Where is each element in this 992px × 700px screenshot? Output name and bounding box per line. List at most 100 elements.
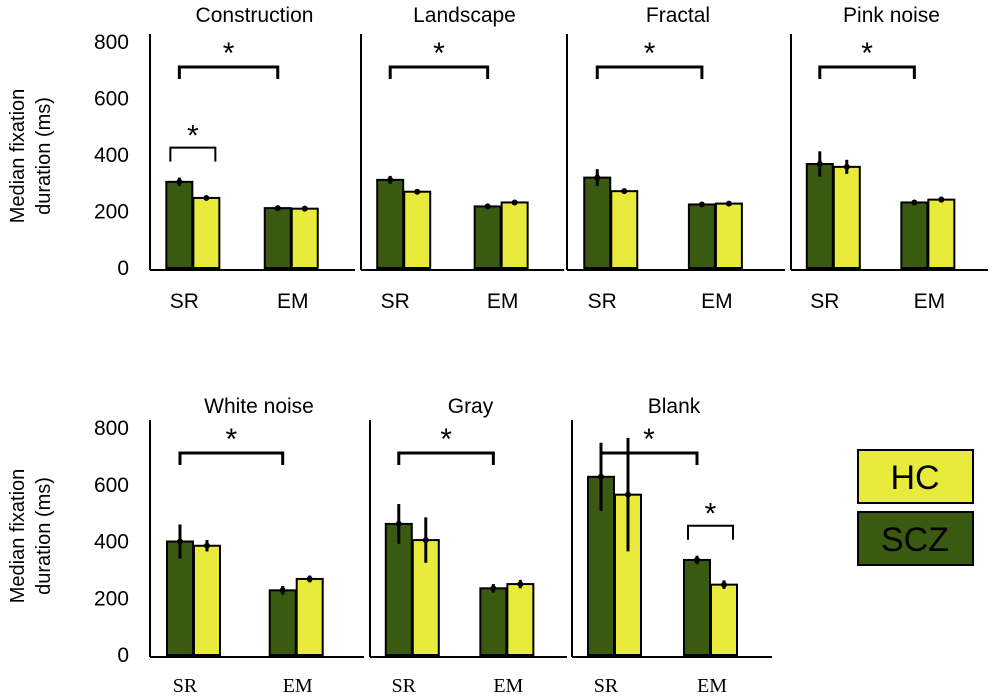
sig-star-sr-em: * <box>861 37 873 70</box>
mean-dot-hc <box>414 188 421 195</box>
bar-hc-em <box>714 202 743 269</box>
x-tick-label-em: EM <box>701 290 733 313</box>
legend: HC SCZ <box>857 449 974 566</box>
bar-hc-em <box>506 583 535 656</box>
mean-dot-hc <box>938 196 945 203</box>
legend-scz-label: SCZ <box>881 521 949 559</box>
x-tick-label-em: EM <box>277 290 309 313</box>
mean-dot-scz <box>598 473 604 480</box>
x-tick-label-em: EM <box>493 675 523 697</box>
panel-title: Construction <box>196 4 314 27</box>
y-axis-label-top: Median fixation duration (ms) <box>7 89 55 224</box>
sig-bracket-sr-em <box>178 451 285 465</box>
bar-scz-em <box>268 589 297 656</box>
x-tick-label-sr: SR <box>173 675 198 697</box>
y-tick-label: 0 <box>117 257 129 280</box>
mean-dot-hc <box>517 581 524 588</box>
panel-title: Fractal <box>646 4 710 27</box>
bar-scz-sr <box>805 163 834 269</box>
x-tick-label-sr: SR <box>170 290 199 313</box>
y-ticks-row-1: 800 600 400 200 0 <box>94 31 129 280</box>
panel-title: Pink noise <box>843 4 940 27</box>
mean-dot-hc <box>422 537 429 544</box>
mean-dot-scz <box>816 161 823 168</box>
bar-scz-em <box>687 203 716 269</box>
x-tick-label-sr: SR <box>594 675 619 697</box>
mean-dot-scz <box>274 205 281 212</box>
mean-dot-scz <box>694 556 700 563</box>
y-axis-label-top-line2: duration (ms) <box>33 97 55 215</box>
bar-scz-sr <box>376 178 405 269</box>
bar-hc-em <box>500 201 529 270</box>
bar-scz-em <box>473 205 502 269</box>
panel-title: Landscape <box>413 4 516 27</box>
panel-title: White noise <box>204 395 314 418</box>
sig-star-within-em: * <box>705 498 717 531</box>
y-ticks-row-2: 800 600 400 200 0 <box>94 417 129 667</box>
sig-bracket-within-sr <box>169 146 217 162</box>
mean-dot-scz <box>176 538 183 545</box>
sig-bracket-sr-em <box>595 65 704 79</box>
x-tick-label-em: EM <box>697 675 727 697</box>
mean-dot-scz <box>387 176 394 183</box>
bar-hc-em <box>927 198 956 269</box>
sig-star-sr-em: * <box>643 423 655 456</box>
sig-bracket-sr-em <box>818 65 916 79</box>
legend-hc-swatch <box>857 449 974 504</box>
panel-title: Blank <box>648 395 701 418</box>
sig-star-sr-em: * <box>223 37 235 70</box>
panel-pink-noise: Pink noise SR EM * <box>790 4 988 313</box>
mean-dot-scz <box>279 587 286 594</box>
mean-dot-hc <box>306 575 313 582</box>
mean-dot-hc <box>725 200 732 207</box>
y-axis-label-bottom: Median fixation duration (ms) <box>7 469 55 604</box>
legend-hc-label: HC <box>890 459 939 497</box>
x-tick-label-sr: SR <box>810 290 839 313</box>
y-tick-label: 600 <box>94 88 129 111</box>
mean-dot-scz <box>698 201 705 208</box>
x-tick-label-sr: SR <box>392 675 417 697</box>
bar-scz-em <box>900 201 929 270</box>
mean-dot-hc <box>203 194 210 201</box>
mean-dot-hc <box>721 581 727 588</box>
mean-dot-hc <box>511 199 518 206</box>
panel-fractal: Fractal SR EM * <box>566 4 785 313</box>
mean-dot-scz <box>484 203 491 210</box>
y-axis-label-bottom-line2: duration (ms) <box>33 477 55 595</box>
bar-scz-em <box>479 587 508 656</box>
y-tick-label: 200 <box>94 587 129 610</box>
sig-bracket-sr-em <box>177 65 280 79</box>
mean-dot-hc <box>301 205 308 212</box>
sig-star-sr-em: * <box>644 37 656 70</box>
chart-panels: 800 600 400 200 0 800 600 400 200 0 Construction SR… <box>94 4 988 697</box>
panel-blank: Blank SR EM * * <box>571 395 772 697</box>
y-tick-label: 800 <box>94 31 129 54</box>
bar-scz-sr <box>583 176 612 270</box>
bar-scz-em <box>683 558 711 656</box>
y-tick-label: 0 <box>117 644 129 667</box>
sig-bracket-sr-em <box>599 451 699 465</box>
mean-dot-scz <box>395 520 402 527</box>
y-tick-label: 400 <box>94 531 129 554</box>
sig-bracket-sr-em <box>388 65 490 79</box>
bar-scz-sr <box>165 180 194 269</box>
panel-white-noise: White noise SR EM * <box>149 395 364 697</box>
bar-hc-sr <box>192 544 221 656</box>
y-tick-label: 800 <box>94 417 129 440</box>
bar-hc-em <box>710 583 738 657</box>
bar-scz-em <box>263 207 292 269</box>
bar-hc-sr <box>610 190 639 269</box>
sig-star-sr-em: * <box>433 37 445 70</box>
panel-title: Gray <box>448 395 494 418</box>
y-tick-label: 200 <box>94 201 129 224</box>
mean-dot-scz <box>176 178 183 185</box>
panel-construction: Construction SR EM * * <box>149 4 355 313</box>
x-tick-label-sr: SR <box>588 290 617 313</box>
sig-star-sr-em: * <box>225 423 237 456</box>
sig-star-within-sr: * <box>187 120 199 153</box>
mean-dot-hc <box>625 491 631 498</box>
bar-hc-sr <box>403 190 432 270</box>
x-tick-label-sr: SR <box>381 290 410 313</box>
sig-star-sr-em: * <box>440 423 452 456</box>
